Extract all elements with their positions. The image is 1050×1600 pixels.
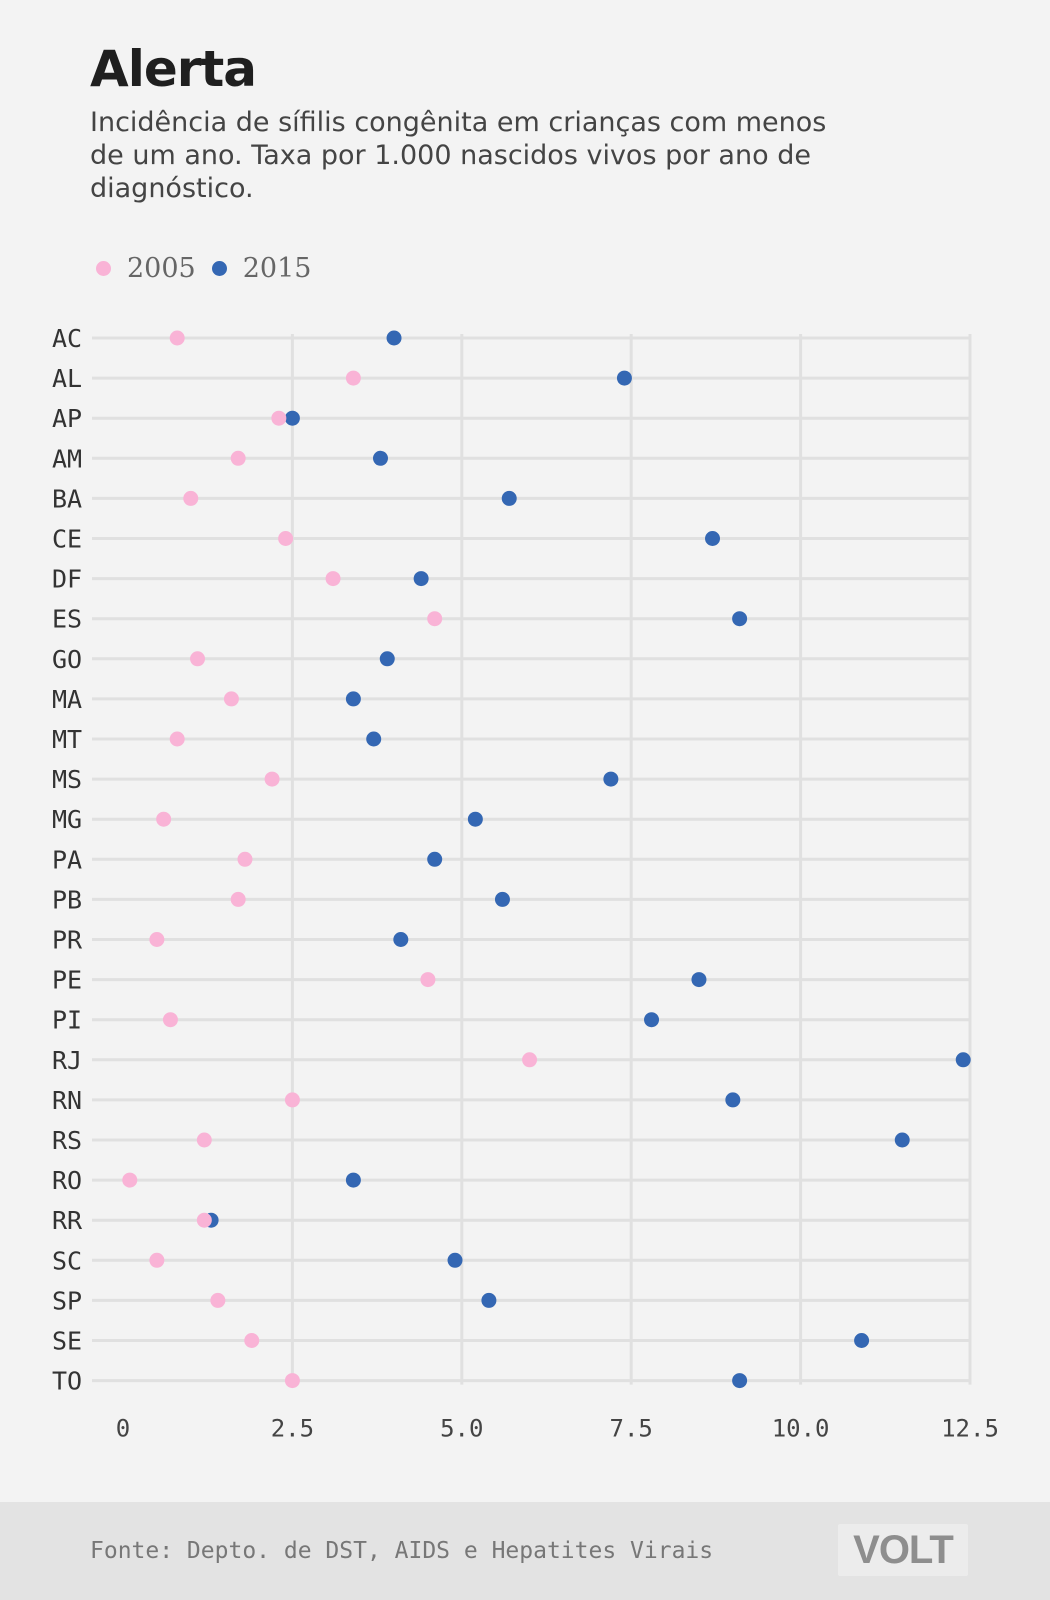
point-2015-PA (427, 851, 443, 867)
x-tick-label: 12.5 (941, 1415, 999, 1443)
point-2005-RJ (522, 1052, 538, 1068)
volt-logo: VOLT (838, 1524, 968, 1576)
category-label: MS (52, 765, 82, 794)
legend-label-2015: 2015 (242, 252, 312, 284)
x-tick-label: 10.0 (772, 1415, 830, 1443)
category-label: SP (52, 1286, 82, 1315)
point-2005-RO (122, 1172, 138, 1188)
point-2015-AP (284, 410, 300, 426)
point-2015-CE (705, 531, 721, 546)
point-2015-PR (393, 932, 409, 947)
category-label: SC (52, 1246, 82, 1275)
point-2015-MA (345, 691, 361, 707)
point-2005-PE (420, 972, 436, 988)
point-2015-ES (732, 611, 748, 627)
point-2005-SE (244, 1333, 260, 1348)
point-2015-PB (494, 891, 510, 907)
category-label: GO (52, 645, 82, 674)
legend-dot-2015-icon (211, 260, 227, 276)
point-2005-SP (210, 1292, 226, 1308)
chart-title: Alerta (90, 40, 257, 98)
point-2005-PR (149, 932, 165, 947)
point-2005-SC (149, 1252, 165, 1268)
category-label: ES (52, 605, 82, 634)
category-label: PB (52, 885, 82, 914)
x-tick-label: 0 (116, 1415, 130, 1443)
category-label: RN (52, 1086, 82, 1115)
x-tick-label: 5.0 (440, 1415, 483, 1443)
category-label: PA (52, 845, 82, 874)
point-2005-PA (237, 851, 253, 867)
point-2005-PI (162, 1012, 178, 1028)
point-2005-RN (284, 1092, 300, 1108)
point-2015-AM (372, 450, 388, 466)
point-2015-GO (379, 651, 395, 667)
category-label: DF (52, 565, 82, 594)
category-label: SE (52, 1327, 82, 1356)
point-2005-BA (183, 490, 199, 506)
point-2015-RJ (955, 1052, 971, 1068)
point-2015-SC (447, 1252, 463, 1268)
legend-item-2015: 2015 (211, 252, 312, 284)
point-2015-BA (501, 490, 517, 506)
point-2015-MT (366, 731, 382, 747)
category-label: RO (52, 1166, 82, 1195)
category-label: BA (52, 484, 82, 513)
point-2015-SP (481, 1292, 497, 1308)
category-label: RS (52, 1126, 82, 1155)
legend-label-2005: 2005 (127, 252, 196, 284)
point-2005-AM (230, 450, 246, 466)
point-2015-AL (616, 370, 632, 386)
point-2015-AC (386, 330, 402, 346)
source-note: Fonte: Depto. de DST, AIDS e Hepatites V… (90, 1538, 714, 1564)
point-2005-ES (427, 611, 443, 627)
point-2015-PI (644, 1012, 660, 1028)
point-2005-TO (284, 1373, 300, 1389)
category-label: MA (52, 685, 82, 714)
x-tick-label: 7.5 (610, 1415, 653, 1443)
point-2015-MS (603, 771, 619, 787)
category-label: MT (52, 725, 82, 754)
point-2015-RO (345, 1172, 361, 1188)
footer: Fonte: Depto. de DST, AIDS e Hepatites V… (0, 1502, 1050, 1600)
point-2015-DF (413, 571, 429, 587)
category-label: RR (52, 1206, 83, 1235)
point-2005-MG (156, 811, 172, 827)
point-2015-MG (467, 811, 483, 827)
chart-subtitle: Incidência de sífilis congênita em crian… (90, 107, 827, 204)
point-2015-RN (725, 1092, 741, 1108)
point-2005-GO (190, 651, 206, 667)
x-tick-label: 2.5 (271, 1415, 314, 1443)
point-2005-DF (325, 571, 341, 587)
point-2005-AP (271, 410, 287, 426)
category-label: CE (52, 525, 82, 554)
category-label: PE (52, 966, 82, 995)
category-label: AC (52, 324, 82, 353)
legend-dot-2005-icon (96, 260, 111, 276)
category-label: MG (52, 805, 82, 834)
point-2015-TO (732, 1373, 748, 1389)
point-2005-AC (169, 330, 185, 346)
legend: 2005 2015 (96, 250, 327, 286)
category-label: TO (52, 1367, 82, 1396)
point-2015-SE (854, 1333, 870, 1348)
point-2005-MA (223, 691, 239, 707)
point-2005-AL (345, 370, 361, 386)
legend-item-2005: 2005 (96, 253, 196, 284)
category-label: PR (52, 926, 83, 955)
point-2005-CE (278, 531, 294, 546)
category-label: PI (52, 1006, 82, 1035)
category-label: AL (52, 364, 82, 393)
dot-plot: 0 2.5 5.0 7.5 10.0 12.5 AC AL AP AM BA CE DF ES GO MA MT… (52, 324, 999, 1443)
point-2005-PB (230, 891, 246, 907)
point-2005-MT (169, 731, 185, 747)
category-label: AP (52, 404, 82, 433)
point-2015-PE (691, 972, 707, 988)
point-2005-RR (196, 1212, 212, 1228)
point-2005-MS (264, 771, 280, 787)
category-label: RJ (52, 1046, 82, 1075)
point-2015-RS (894, 1132, 910, 1148)
category-label: AM (52, 444, 82, 473)
point-2005-RS (196, 1132, 212, 1148)
